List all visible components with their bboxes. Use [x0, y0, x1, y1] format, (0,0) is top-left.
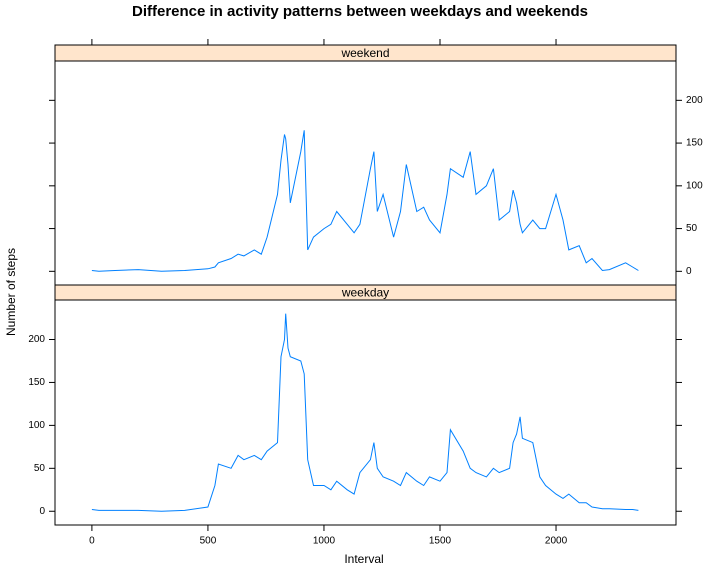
y-tick-label: 200	[28, 334, 45, 345]
x-tick-label: 1000	[313, 536, 336, 547]
y-tick-label: 100	[28, 420, 45, 431]
y-tick-label: 50	[686, 223, 698, 234]
x-axis-label: Interval	[344, 552, 383, 566]
y-tick-label: 200	[686, 95, 703, 106]
y-tick-label: 150	[28, 377, 45, 388]
y-axis-label: Number of steps	[4, 248, 18, 336]
y-tick-label: 100	[686, 180, 703, 191]
y-tick-label: 50	[34, 463, 46, 474]
chart-title: Difference in activity patterns between …	[132, 3, 588, 20]
x-tick-label: 1500	[429, 536, 452, 547]
strip-label: weekend	[340, 46, 389, 60]
x-tick-label: 0	[89, 536, 95, 547]
y-tick-label: 0	[686, 266, 692, 277]
x-tick-label: 2000	[545, 536, 568, 547]
line	[91, 313, 639, 512]
strip-label: weekday	[341, 286, 389, 300]
line	[91, 130, 639, 272]
y-tick-label: 0	[39, 506, 45, 517]
panel	[54, 299, 677, 526]
y-tick-label: 150	[686, 138, 703, 149]
x-tick-label: 500	[200, 536, 217, 547]
panel	[54, 60, 677, 286]
